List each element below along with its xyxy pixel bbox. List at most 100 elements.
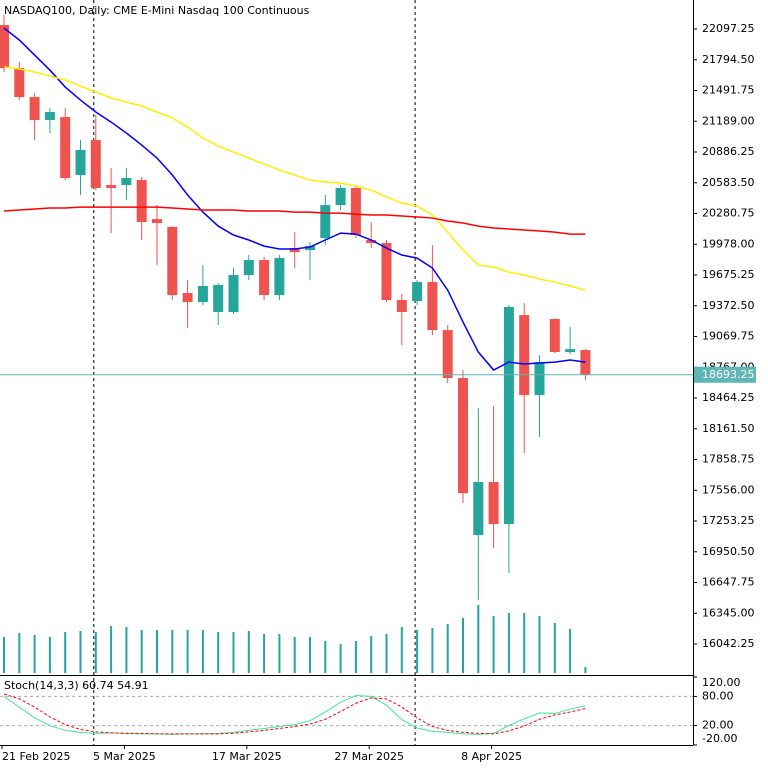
candle-body	[565, 349, 576, 353]
candle-body	[228, 275, 239, 313]
candle-body	[14, 68, 25, 98]
volume-bar	[446, 624, 449, 673]
volume-bar	[492, 616, 495, 673]
volume-bar	[186, 630, 189, 673]
volume-bar	[507, 613, 510, 673]
candle-body	[534, 362, 545, 396]
candle-body	[274, 258, 285, 296]
volume-bar	[523, 613, 526, 673]
x-tick-label: 8 Apr 2025	[461, 750, 522, 763]
volume-bar	[278, 634, 281, 673]
candle-body	[320, 205, 331, 239]
candle-body	[243, 260, 254, 276]
volume-bar	[64, 632, 67, 673]
candle-body	[182, 293, 193, 303]
volume-bar	[79, 631, 82, 673]
candle-body	[503, 307, 514, 525]
y-tick-label: 22097.25	[702, 22, 755, 35]
volume-bar	[431, 628, 434, 673]
volume-bar	[94, 632, 97, 673]
x-tick-label: 17 Mar 2025	[212, 750, 282, 763]
volume-bar	[33, 635, 36, 673]
y-tick-label: 80.00	[702, 689, 734, 702]
volume-bar	[293, 637, 296, 673]
x-tick-label: 5 Mar 2025	[93, 750, 156, 763]
volume-bar	[370, 636, 373, 673]
moving-average	[3, 27, 586, 371]
volume-bar	[217, 632, 220, 673]
moving-average	[3, 206, 586, 235]
volume-bar	[140, 630, 143, 673]
y-tick-label: 20886.25	[702, 145, 755, 158]
volume-bar	[584, 667, 587, 673]
candle-body	[152, 219, 162, 224]
volume-bar	[354, 641, 357, 673]
candle-body	[29, 97, 40, 121]
y-tick-label: 16042.25	[702, 637, 755, 650]
y-tick-label: 17556.00	[702, 483, 755, 496]
volume-bar	[247, 631, 250, 673]
y-tick-label: 17253.25	[702, 514, 755, 527]
last-price-label: 18693.25	[702, 368, 755, 381]
candle-body	[136, 180, 147, 223]
y-tick-label: 19372.50	[702, 299, 755, 312]
y-tick-label: 21794.50	[702, 53, 755, 66]
y-tick-label: 19978.00	[702, 237, 755, 250]
candle-body	[549, 319, 560, 353]
volume-bar	[553, 623, 556, 673]
x-tick-label: 27 Mar 2025	[334, 750, 404, 763]
y-tick-label: 19069.75	[702, 330, 755, 343]
candle-body	[396, 300, 407, 313]
volume-bar	[324, 641, 327, 673]
candle-body	[488, 482, 499, 525]
candle-body	[381, 243, 392, 301]
volume-bar	[156, 630, 158, 673]
y-tick-label: 21491.75	[702, 84, 755, 97]
y-tick-label: 17858.75	[702, 453, 755, 466]
y-tick-label: 20280.75	[702, 207, 755, 220]
volume-bar	[110, 626, 113, 673]
candle-body	[213, 284, 224, 313]
volume-bar	[400, 627, 403, 673]
y-tick-label: 16345.00	[702, 606, 755, 619]
volume-bar	[201, 630, 204, 673]
y-tick-label: -20.00	[702, 732, 737, 745]
candle-body	[106, 185, 117, 188]
candle-body	[427, 282, 438, 331]
y-tick-label: 20.00	[702, 719, 734, 732]
volume-bar	[125, 627, 128, 673]
candle-body	[0, 25, 9, 69]
volume-bar	[18, 633, 21, 673]
candle-body	[197, 286, 208, 303]
volume-bar	[171, 630, 174, 673]
candle-body	[366, 239, 377, 244]
last-price-box	[694, 366, 756, 383]
plot: 22097.25 21794.50 21491.75 21189.00 20886.25…	[0, 0, 756, 763]
y-tick-label: 16647.75	[702, 576, 755, 589]
y-tick-label: 19675.25	[702, 268, 755, 281]
y-tick-label: 120.00	[702, 676, 741, 689]
volume-bar	[477, 605, 480, 673]
volume-bar	[309, 637, 311, 673]
indicator-title: Stoch(14,3,3) 60.74 54.91	[4, 679, 149, 692]
candle-body	[442, 330, 453, 379]
candle-body	[289, 248, 300, 253]
volume-bar	[416, 630, 419, 673]
candle-body	[580, 350, 591, 375]
volume-bar	[48, 637, 51, 673]
chart-title: NASDAQ100, Daily: CME E-Mini Nasdaq 100 …	[4, 4, 310, 17]
y-tick-label: 18464.25	[702, 391, 755, 404]
candle-body	[60, 117, 71, 179]
candle-body	[167, 226, 178, 296]
volume-bar	[339, 644, 342, 673]
indicator-line	[3, 693, 586, 735]
candle-body	[335, 187, 346, 206]
candle-body	[305, 246, 315, 251]
candle-body	[121, 178, 132, 186]
candle-body	[259, 260, 270, 296]
y-tick-label: 18161.50	[702, 422, 755, 435]
y-tick-label: 21189.00	[702, 114, 755, 127]
candle-body	[90, 140, 101, 188]
volume-bar	[538, 616, 541, 673]
volume-bar	[232, 632, 235, 673]
